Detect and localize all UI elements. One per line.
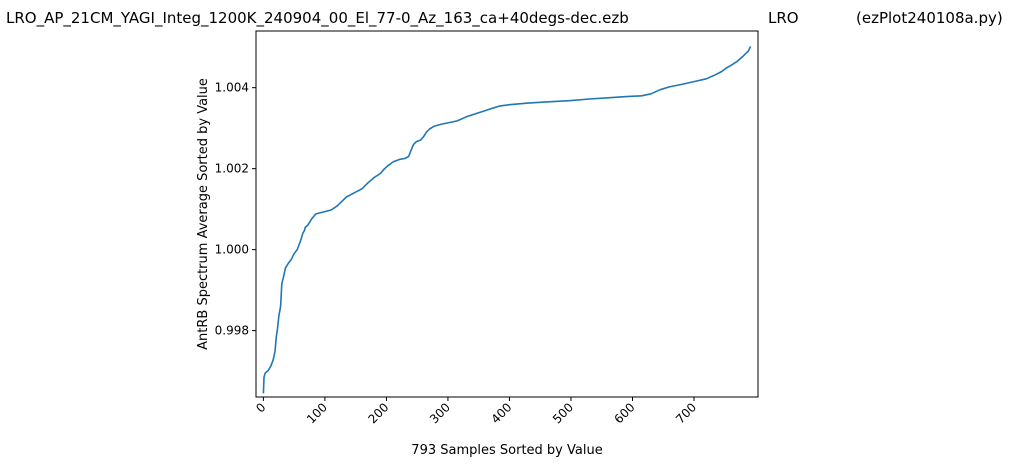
x-tick-label: 0 <box>253 400 268 415</box>
file-name-title: LRO_AP_21CM_YAGI_Integ_1200K_240904_00_E… <box>6 9 629 28</box>
script-title: (ezPlot240108a.py) <box>856 9 1003 27</box>
x-tick-label: 300 <box>427 400 453 426</box>
y-tick-label: 0.998 <box>215 324 249 338</box>
series-group <box>262 46 752 394</box>
x-axis-label: 793 Samples Sorted by Value <box>411 443 602 458</box>
y-axis-label: AntRB Spectrum Average Sorted by Value <box>196 78 211 350</box>
site-title: LRO <box>768 9 799 27</box>
y-axis-ticks: 0.998 1.000 1.002 1.004 <box>215 81 256 338</box>
x-tick-label: 100 <box>304 400 330 426</box>
x-tick-label: 200 <box>365 400 391 426</box>
y-tick-label: 1.000 <box>215 243 249 257</box>
y-tick-label: 1.004 <box>215 81 249 95</box>
plot-frame <box>255 30 759 398</box>
x-tick-label: 600 <box>612 400 638 426</box>
series-line <box>262 46 752 394</box>
x-axis-ticks: 0 100 200 300 400 500 600 700 <box>253 397 699 426</box>
x-tick-label: 500 <box>550 400 576 426</box>
x-tick-label: 700 <box>673 400 699 426</box>
x-tick-label: 400 <box>488 400 514 426</box>
y-tick-label: 1.002 <box>215 162 249 176</box>
